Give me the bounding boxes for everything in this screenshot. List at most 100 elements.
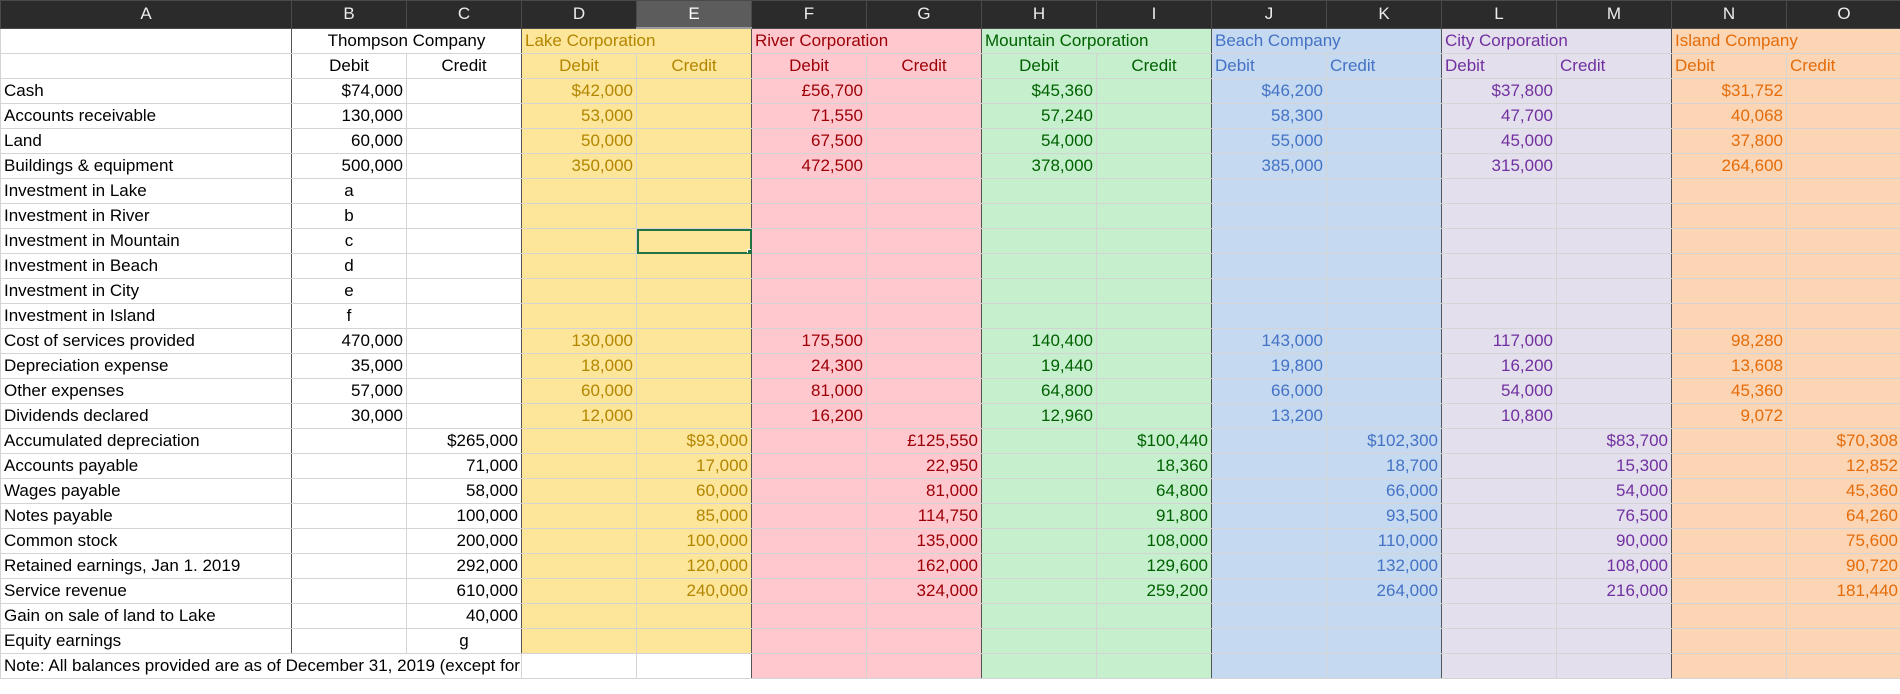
- table-cell[interactable]: [406, 278, 522, 304]
- table-cell[interactable]: [866, 378, 982, 404]
- table-cell[interactable]: [751, 528, 867, 554]
- table-cell[interactable]: [1786, 328, 1900, 354]
- table-cell[interactable]: 98,280: [1671, 328, 1787, 354]
- column-header-d[interactable]: D: [521, 0, 637, 29]
- company-name-city[interactable]: City Corporation: [1441, 27, 1672, 54]
- table-cell[interactable]: 54,000: [1441, 378, 1557, 404]
- table-cell[interactable]: 108,000: [1556, 553, 1672, 579]
- table-cell[interactable]: 162,000: [866, 553, 982, 579]
- table-cell[interactable]: [1671, 603, 1787, 629]
- table-cell[interactable]: 13,608: [1671, 353, 1787, 379]
- table-cell[interactable]: [751, 278, 867, 304]
- table-cell[interactable]: [1441, 528, 1557, 554]
- table-cell[interactable]: [1211, 503, 1327, 529]
- row-label[interactable]: Service revenue: [0, 578, 292, 604]
- table-cell[interactable]: [1556, 628, 1672, 654]
- table-cell[interactable]: g: [406, 628, 522, 654]
- column-header-k[interactable]: K: [1326, 0, 1442, 29]
- island-debit-header[interactable]: Debit: [1671, 53, 1787, 79]
- table-cell[interactable]: 57,000: [291, 378, 407, 404]
- table-cell[interactable]: [866, 303, 982, 329]
- table-cell[interactable]: [1671, 478, 1787, 504]
- table-cell[interactable]: [521, 603, 637, 629]
- column-header-n[interactable]: N: [1671, 0, 1787, 29]
- table-cell[interactable]: [1441, 453, 1557, 479]
- table-cell[interactable]: 85,000: [636, 503, 752, 529]
- city-debit-header[interactable]: Debit: [1441, 53, 1557, 79]
- table-cell[interactable]: 64,800: [1096, 478, 1212, 504]
- table-cell[interactable]: 240,000: [636, 578, 752, 604]
- table-cell[interactable]: [406, 303, 522, 329]
- table-cell[interactable]: [1326, 603, 1442, 629]
- empty-cell[interactable]: [521, 653, 637, 679]
- table-cell[interactable]: [981, 428, 1097, 454]
- table-cell[interactable]: [1096, 628, 1212, 654]
- empty-cell[interactable]: [1556, 653, 1672, 679]
- table-cell[interactable]: [1211, 603, 1327, 629]
- table-cell[interactable]: [1671, 278, 1787, 304]
- table-cell[interactable]: [1441, 578, 1557, 604]
- table-cell[interactable]: 64,260: [1786, 503, 1900, 529]
- thompson-credit-header[interactable]: Credit: [406, 53, 522, 79]
- table-cell[interactable]: [1096, 403, 1212, 429]
- table-cell[interactable]: [1096, 603, 1212, 629]
- lake-credit-header[interactable]: Credit: [636, 53, 752, 79]
- row-label[interactable]: Investment in Lake: [0, 178, 292, 204]
- table-cell[interactable]: 67,500: [751, 128, 867, 154]
- column-header-e[interactable]: E: [636, 0, 752, 29]
- table-cell[interactable]: $45,360: [981, 78, 1097, 104]
- table-cell[interactable]: [1211, 253, 1327, 279]
- table-cell[interactable]: 175,500: [751, 328, 867, 354]
- row-label[interactable]: Investment in Island: [0, 303, 292, 329]
- table-cell[interactable]: c: [291, 228, 407, 254]
- table-cell[interactable]: [866, 253, 982, 279]
- column-header-o[interactable]: O: [1786, 0, 1900, 29]
- table-cell[interactable]: [866, 278, 982, 304]
- column-header-g[interactable]: G: [866, 0, 982, 29]
- table-cell[interactable]: [866, 603, 982, 629]
- table-cell[interactable]: [406, 378, 522, 404]
- table-cell[interactable]: [1326, 303, 1442, 329]
- table-cell[interactable]: 58,000: [406, 478, 522, 504]
- row-label[interactable]: Investment in Mountain: [0, 228, 292, 254]
- table-cell[interactable]: [1786, 628, 1900, 654]
- table-cell[interactable]: 12,852: [1786, 453, 1900, 479]
- table-cell[interactable]: [1671, 428, 1787, 454]
- table-cell[interactable]: [1096, 253, 1212, 279]
- table-cell[interactable]: [406, 178, 522, 204]
- table-cell[interactable]: a: [291, 178, 407, 204]
- table-cell[interactable]: [1441, 603, 1557, 629]
- table-cell[interactable]: [636, 178, 752, 204]
- table-cell[interactable]: 45,000: [1441, 128, 1557, 154]
- empty-cell[interactable]: [1326, 653, 1442, 679]
- table-cell[interactable]: [1556, 353, 1672, 379]
- table-cell[interactable]: [1096, 178, 1212, 204]
- table-cell[interactable]: [521, 428, 637, 454]
- table-cell[interactable]: [636, 303, 752, 329]
- table-cell[interactable]: [521, 178, 637, 204]
- row-label[interactable]: Cost of services provided: [0, 328, 292, 354]
- table-cell[interactable]: [981, 478, 1097, 504]
- table-cell[interactable]: 47,700: [1441, 103, 1557, 129]
- table-cell[interactable]: [1556, 278, 1672, 304]
- table-cell[interactable]: [1096, 103, 1212, 129]
- table-cell[interactable]: [636, 378, 752, 404]
- table-cell[interactable]: 130,000: [521, 328, 637, 354]
- table-cell[interactable]: [291, 528, 407, 554]
- table-cell[interactable]: 66,000: [1211, 378, 1327, 404]
- table-cell[interactable]: [1326, 178, 1442, 204]
- row-label[interactable]: Accumulated depreciation: [0, 428, 292, 454]
- table-cell[interactable]: [1556, 178, 1672, 204]
- row-label[interactable]: Investment in City: [0, 278, 292, 304]
- table-cell[interactable]: [1326, 78, 1442, 104]
- row-label[interactable]: Common stock: [0, 528, 292, 554]
- table-cell[interactable]: [1326, 353, 1442, 379]
- table-cell[interactable]: 55,000: [1211, 128, 1327, 154]
- table-cell[interactable]: [1211, 178, 1327, 204]
- table-cell[interactable]: 132,000: [1326, 553, 1442, 579]
- table-cell[interactable]: $46,200: [1211, 78, 1327, 104]
- table-cell[interactable]: 60,000: [636, 478, 752, 504]
- table-cell[interactable]: 472,500: [751, 153, 867, 179]
- table-cell[interactable]: 324,000: [866, 578, 982, 604]
- table-cell[interactable]: 35,000: [291, 353, 407, 379]
